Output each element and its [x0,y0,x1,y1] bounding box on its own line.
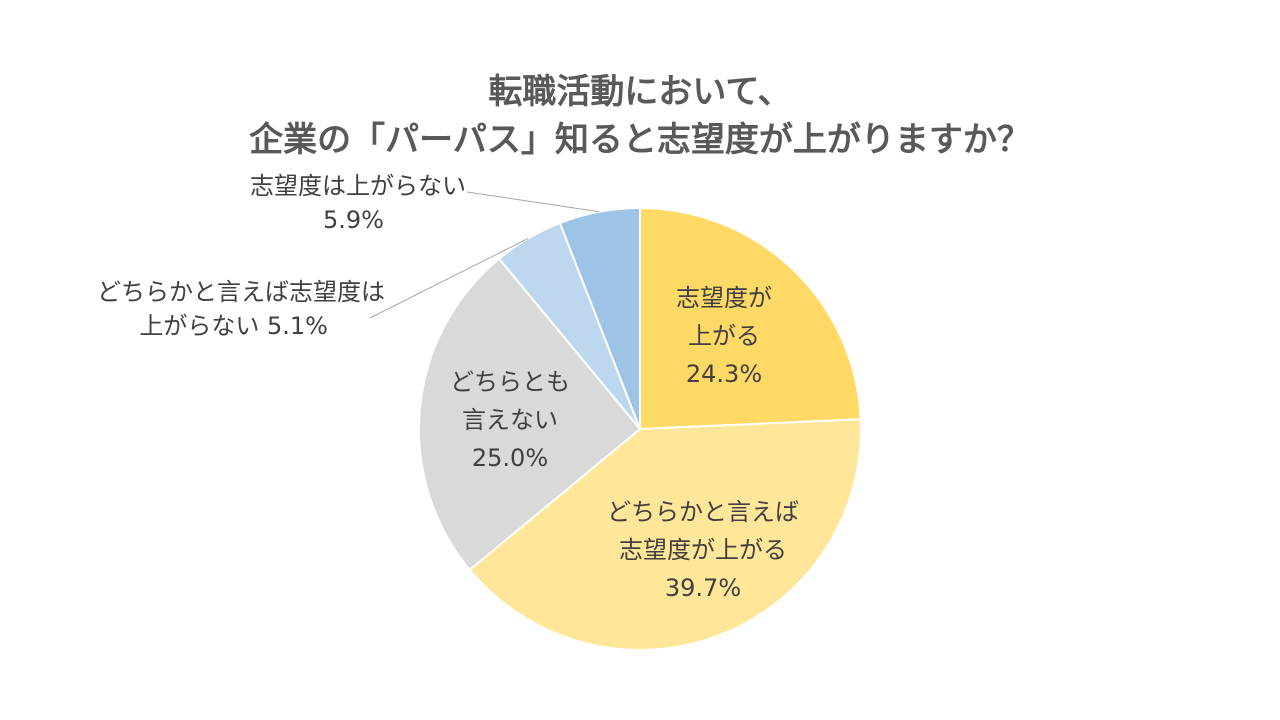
pie-slices [418,206,862,651]
slice-label-5-value: 5.9% [323,206,384,234]
pie-slice-1 [639,206,862,431]
slice-label-1-line-3: 24.3% [686,360,762,388]
slice-label-5-line-1: 志望度は上がらない [250,172,466,200]
slice-label-4-line-2: 上がらない 5.1% [139,312,328,340]
slice-label-3-line-2: 言えない [462,406,558,434]
slice-label-1: 志望度が上がる 24.3% [676,284,772,388]
leader-lines [369,191,600,319]
chart-title: 転職活動において、 企業の「パーパス」知ると志望度が上がりますか？ [249,72,1031,160]
pie-slice-3 [418,257,642,572]
leader-line-4 [369,237,529,319]
slice-label-3-line-1: どちらとも [450,368,570,396]
slice-label-5: 志望度は上がらない 5.9% [250,172,466,234]
slice-label-2-line-2: 志望度が上がる [619,536,787,564]
slice-label-4: どちらかと言えば志望度は上がらない 5.1% [97,278,385,340]
leader-line-5 [466,191,600,213]
slice-label-1-line-2: 上がる [688,322,760,350]
slice-label-1-line-1: 志望度が [676,284,772,312]
slice-label-2: どちらかと言えば志望度が上がる 39.7% [607,498,799,602]
pie-slice-5 [558,206,641,430]
chart-title-line-1: 転職活動において、 [488,72,791,112]
slice-label-3-line-3: 25.0% [472,444,548,472]
pie-slice-2 [468,418,862,651]
slice-label-3: どちらとも言えない 25.0% [450,368,570,472]
slice-label-2-line-3: 39.7% [665,574,741,602]
slice-label-2-line-1: どちらかと言えば [607,498,799,526]
slice-label-4-line-1: どちらかと言えば志望度は [97,278,385,306]
chart-title-line-2: 企業の「パーパス」知ると志望度が上がりますか？ [249,120,1031,160]
slice-labels: 志望度が上がる 24.3%どちらかと言えば志望度が上がる 39.7%どちらとも言えな… [97,172,799,602]
